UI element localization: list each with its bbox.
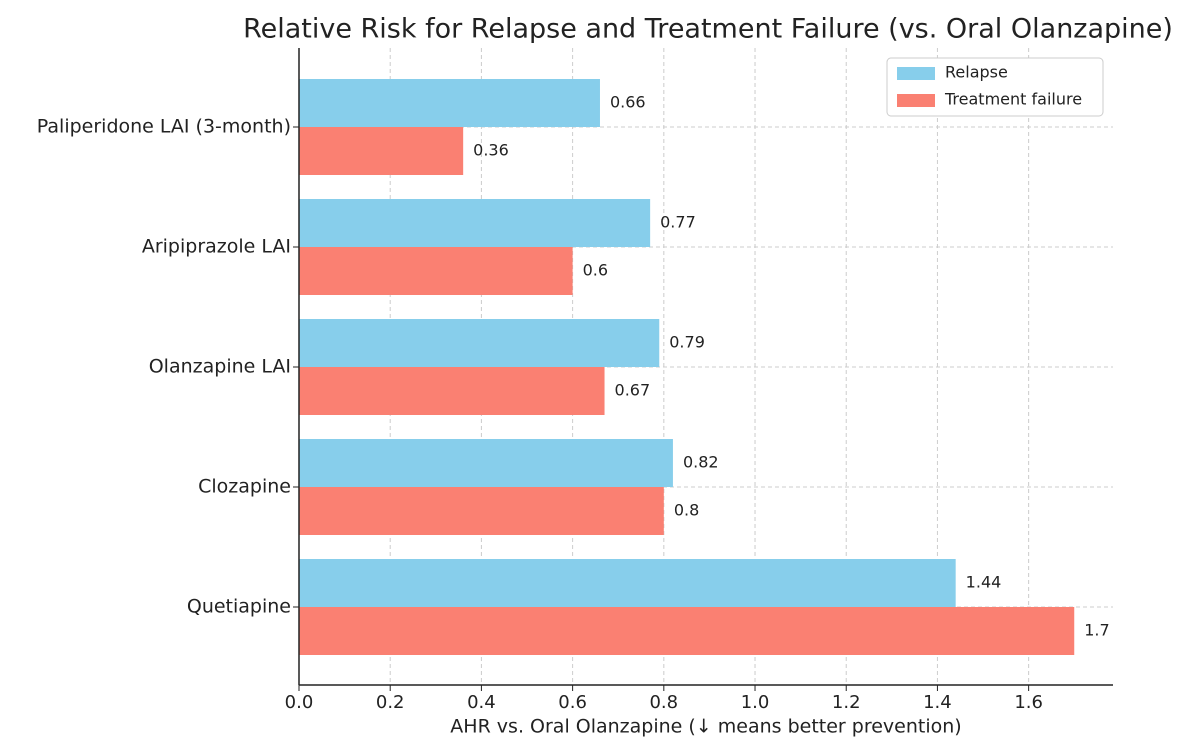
value-label: 0.77	[660, 213, 696, 232]
value-label: 1.7	[1084, 621, 1109, 640]
value-label: 0.79	[669, 333, 705, 352]
bar	[299, 607, 1075, 655]
x-axis-label: AHR vs. Oral Olanzapine (↓ means better …	[450, 716, 961, 738]
x-tick-label: 0.6	[558, 692, 587, 713]
value-label: 0.67	[615, 381, 651, 400]
legend-label: Relapse	[945, 63, 1008, 82]
x-tick-label: 0.2	[376, 692, 405, 713]
bar	[299, 439, 673, 487]
x-tick-label: 1.0	[741, 692, 770, 713]
legend-swatch	[897, 67, 935, 80]
value-label: 0.6	[583, 261, 608, 280]
value-label: 0.36	[473, 141, 509, 160]
value-label: 0.82	[683, 453, 719, 472]
x-tick-label: 0.0	[285, 692, 314, 713]
bar	[299, 127, 464, 175]
value-label: 0.8	[674, 501, 699, 520]
chart-title: Relative Risk for Relapse and Treatment …	[243, 14, 1173, 45]
x-tick-label: 1.4	[923, 692, 952, 713]
x-tick-label: 1.6	[1014, 692, 1043, 713]
y-tick-label: Paliperidone LAI (3-month)	[37, 116, 291, 138]
bar	[299, 487, 664, 535]
bar	[299, 367, 605, 415]
y-tick-label: Clozapine	[198, 476, 291, 498]
x-tick-label: 0.4	[467, 692, 496, 713]
bar	[299, 319, 660, 367]
value-label: 0.66	[610, 93, 646, 112]
bar	[299, 559, 956, 607]
y-tick-label: Aripiprazole LAI	[142, 236, 291, 258]
x-tick-label: 1.2	[832, 692, 861, 713]
x-tick-label: 0.8	[649, 692, 678, 713]
bar	[299, 199, 651, 247]
bar	[299, 247, 573, 295]
legend-frame	[886, 57, 1104, 117]
value-label: 1.44	[966, 573, 1002, 592]
y-tick-label: Quetiapine	[187, 596, 291, 618]
legend-swatch	[897, 94, 935, 107]
legend: Relapse Treatment failure	[886, 57, 1104, 117]
bar	[299, 79, 600, 127]
legend-label: Treatment failure	[944, 90, 1082, 109]
y-tick-label: Olanzapine LAI	[149, 356, 291, 378]
